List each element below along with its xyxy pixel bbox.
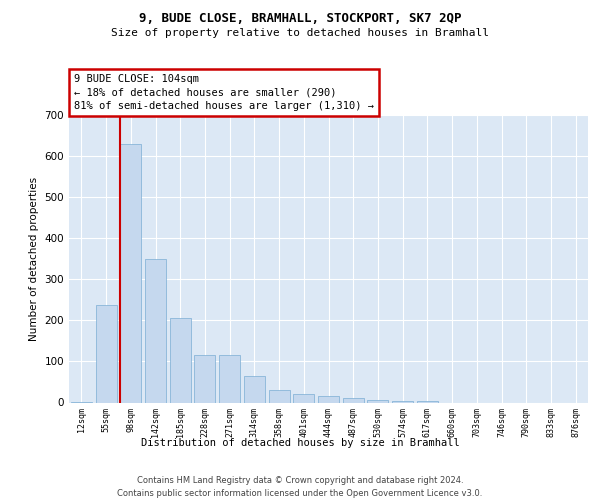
Bar: [120, 144, 141, 403]
Bar: [194, 356, 215, 403]
Bar: [293, 394, 314, 402]
Bar: [269, 390, 290, 402]
Text: Contains HM Land Registry data © Crown copyright and database right 2024.: Contains HM Land Registry data © Crown c…: [137, 476, 463, 485]
Text: Size of property relative to detached houses in Bramhall: Size of property relative to detached ho…: [111, 28, 489, 38]
Text: Contains public sector information licensed under the Open Government Licence v3: Contains public sector information licen…: [118, 489, 482, 498]
Y-axis label: Number of detached properties: Number of detached properties: [29, 176, 39, 341]
Bar: [367, 400, 388, 402]
Text: 9, BUDE CLOSE, BRAMHALL, STOCKPORT, SK7 2QP: 9, BUDE CLOSE, BRAMHALL, STOCKPORT, SK7 …: [139, 12, 461, 26]
Text: Distribution of detached houses by size in Bramhall: Distribution of detached houses by size …: [140, 438, 460, 448]
Bar: [318, 396, 339, 402]
Bar: [244, 376, 265, 402]
Bar: [170, 318, 191, 402]
Text: 9 BUDE CLOSE: 104sqm
← 18% of detached houses are smaller (290)
81% of semi-deta: 9 BUDE CLOSE: 104sqm ← 18% of detached h…: [74, 74, 374, 110]
Bar: [343, 398, 364, 402]
Bar: [145, 259, 166, 402]
Bar: [219, 356, 240, 403]
Bar: [95, 305, 116, 402]
